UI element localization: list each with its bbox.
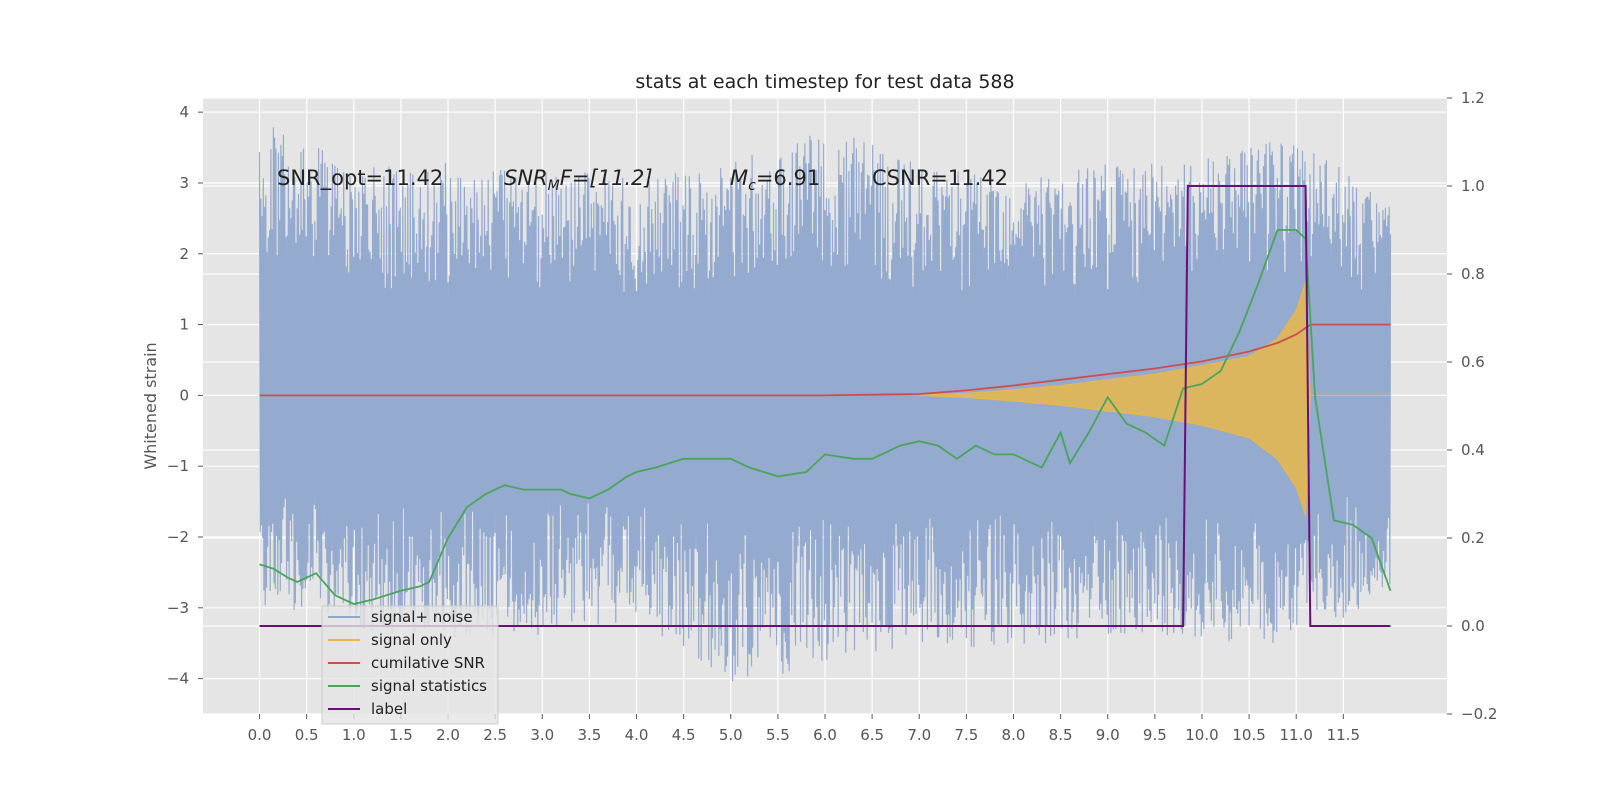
annotation-snr-mf-base: SNR [504,166,548,190]
x-tick-label: 2.0 [436,726,460,744]
legend-label-4: label [371,700,407,718]
legend: signal+ noise signal only cumilative SNR… [321,605,499,725]
ticks: 0.0 0.5 1.0 1.5 2.0 2.5 3.0 3.5 4.0 4.5 5.0 5.5 6.0 6… [167,89,1498,744]
y-tick-label: −2 [167,528,189,546]
x-tick-label: 9.5 [1143,726,1167,744]
y-tick-label: −4 [167,670,189,688]
x-tick-label: 1.5 [389,726,413,744]
x-tick-label: 7.0 [907,726,931,744]
y2-tick-label: 0.0 [1461,617,1485,635]
chart-title: stats at each timestep for test data 588 [635,71,1014,93]
y2-tick-label: −0.2 [1461,705,1497,723]
x-tick-label: 5.5 [766,726,790,744]
series-signal-only [919,281,1311,516]
annotation-snr-opt: SNR_opt=11.42 [277,166,443,191]
series-signal-statistics [259,229,1392,605]
x-tick-label: 11.0 [1280,726,1313,744]
y2-tick-label: 0.2 [1461,529,1485,547]
x-tick-label: 4.0 [625,726,649,744]
y2-tick-label: 0.6 [1461,353,1485,371]
legend-item-2: cumilative SNR [328,654,485,672]
annotation-mc-sub: c [748,178,756,194]
y-tick-label: −1 [167,457,189,475]
legend-label-0: signal+ noise [371,608,473,626]
x-tick-label: 8.5 [1049,726,1073,744]
x-tick-label: 3.5 [577,726,601,744]
series-layer [258,127,1392,682]
y-tick-label: 0 [179,386,189,404]
annotation-snr-mf-sub: M [548,178,560,194]
x-tick-label: 1.0 [342,726,366,744]
legend-item-3: signal statistics [328,677,487,695]
x-tick-label: 2.5 [483,726,507,744]
x-tick-label: 10.5 [1232,726,1265,744]
x-tick-label: 7.5 [954,726,978,744]
x-tick-label: 3.0 [530,726,554,744]
y-tick-label: 4 [179,103,189,121]
series-cumulative-snr [259,323,1391,397]
legend-item-1: signal only [328,631,452,649]
x-tick-label: 4.5 [672,726,696,744]
annotation-mc: Mc=6.91 [730,166,820,194]
y2-tick-label: 0.8 [1461,265,1485,283]
annotation-snr-mf: SNRMF=[11.2] [504,166,653,194]
legend-label-2: cumilative SNR [371,654,485,672]
annotation-csnr: CSNR=11.42 [872,166,1008,190]
legend-box [321,605,499,725]
x-tick-label: 5.0 [719,726,743,744]
annotations: SNR_opt=11.42 SNRMF=[11.2] Mc=6.91 CSNR=… [277,166,1008,194]
legend-item-0: signal+ noise [328,608,473,626]
annotation-snr-mf-rest: F=[11.2] [560,166,653,190]
x-tick-label: 10.0 [1185,726,1218,744]
legend-item-4: label [328,700,407,718]
x-tick-label: 6.0 [813,726,837,744]
annotation-mc-rest: =6.91 [756,166,820,190]
x-tick-label: 9.0 [1096,726,1120,744]
x-tick-label: 8.0 [1002,726,1026,744]
y-tick-label: 3 [179,174,189,192]
x-tick-label: 0.0 [248,726,272,744]
legend-label-1: signal only [371,631,452,649]
y-tick-label: −3 [167,599,189,617]
x-tick-label: 11.5 [1327,726,1360,744]
legend-label-3: signal statistics [371,677,487,695]
x-tick-label: 6.5 [860,726,884,744]
y-tick-label: 1 [179,316,189,334]
y2-tick-label: 1.2 [1461,89,1485,107]
x-tick-label: 0.5 [295,726,319,744]
y2-tick-label: 1.0 [1461,177,1485,195]
y-tick-label: 2 [179,245,189,263]
y2-tick-label: 0.4 [1461,441,1485,459]
y-axis-label: Whitened strain [141,342,160,469]
series-label [259,185,1391,627]
series-signal-noise [258,127,1392,682]
annotation-mc-base: M [730,166,748,190]
